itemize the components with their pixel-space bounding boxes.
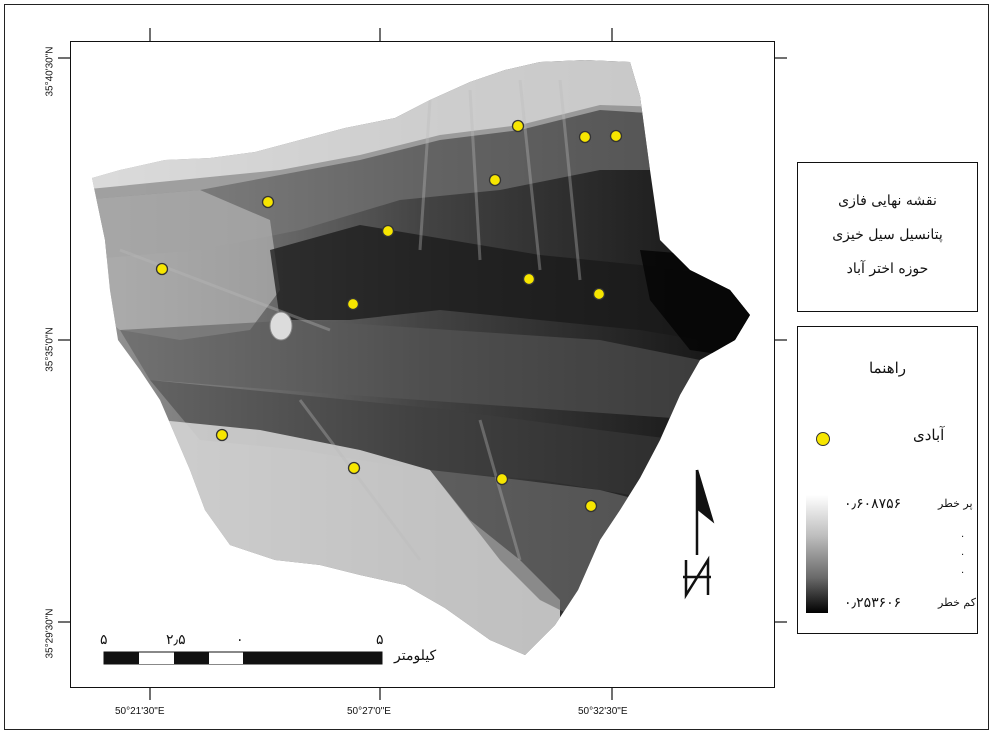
scale-label-zero: ۰ [236, 632, 244, 648]
ramp-low-label: کم خطر [938, 596, 976, 609]
lon-label-1: 50°21'30"E [115, 706, 165, 717]
settlement-point [584, 499, 598, 513]
lat-label-1: 35°40'30"N [44, 46, 56, 97]
map-title-box: نقشه نهایی فازی پتانسیل سیل خیزی حوزه اخ… [797, 162, 978, 312]
ramp-high-value: ۰٫۶۰۸۷۵۶ [844, 496, 902, 512]
settlement-point [578, 130, 592, 144]
scale-label-right: ۵ [376, 632, 384, 648]
legend-box: راهنما آبادی ۰٫۶۰۸۷۵۶ پر خطر . . . ۰٫۲۵۳… [797, 326, 978, 634]
lat-label-2: 35°35'0"N [44, 327, 56, 372]
settlement-points [155, 119, 623, 513]
settlement-point [511, 119, 525, 133]
graticule-ticks [58, 28, 787, 700]
legend-title: راهنما [868, 359, 907, 377]
ramp-high-label: پر خطر [938, 497, 973, 510]
lon-label-2: 50°27'0"E [347, 706, 391, 717]
scale-bar [103, 651, 383, 665]
settlement-point [381, 224, 395, 238]
figure-frame [4, 4, 989, 730]
lon-label-3: 50°32'30"E [578, 706, 628, 717]
settlement-point [592, 287, 606, 301]
settlement-legend-label: آبادی [913, 426, 945, 444]
ramp-ellipsis: . [961, 547, 965, 558]
risk-color-ramp [806, 495, 828, 613]
ramp-low-value: ۰٫۲۵۳۶۰۶ [844, 595, 902, 611]
scale-label-left: ۵ [100, 632, 108, 648]
lat-label-3: 35°29'30"N [44, 608, 56, 659]
north-arrow-icon [683, 469, 715, 600]
settlement-point [155, 262, 169, 276]
basin-raster [92, 60, 750, 655]
settlement-point [346, 297, 360, 311]
settlement-point [495, 472, 509, 486]
ramp-ellipsis: . [961, 529, 965, 540]
map-title-line-3: حوزه اختر آباد [846, 261, 929, 277]
settlement-point [261, 195, 275, 209]
settlement-point [609, 129, 623, 143]
map-title-line-2: پتانسیل سیل خیزی [832, 227, 943, 243]
map-title-line-1: نقشه نهایی فازی [838, 193, 937, 209]
settlement-point [215, 428, 229, 442]
settlement-point [522, 272, 536, 286]
scale-unit: کیلومتر [394, 648, 437, 664]
settlement-legend-icon [816, 432, 830, 446]
ramp-ellipsis: . [961, 565, 965, 576]
scale-label-mid: ۲٫۵ [166, 632, 186, 648]
settlement-point [488, 173, 502, 187]
settlement-point [347, 461, 361, 475]
